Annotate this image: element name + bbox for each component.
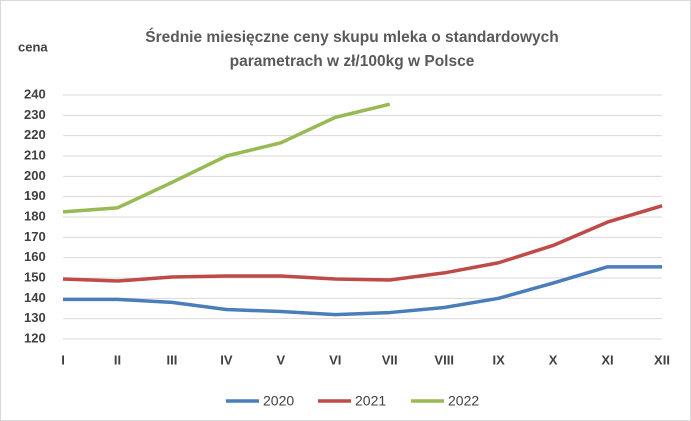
chart-title: parametrach w zł/100kg w Polsce	[230, 53, 475, 70]
series-line	[63, 265, 662, 317]
y-tick-label: 210	[24, 147, 46, 162]
y-tick-label: 220	[24, 127, 46, 142]
series-line	[62, 204, 663, 283]
y-tick-label: 140	[24, 290, 46, 305]
x-tick-label: IX	[492, 352, 505, 367]
y-tick-label: 160	[24, 249, 46, 264]
x-tick-label: VIII	[434, 352, 454, 367]
x-tick-label: VI	[329, 352, 341, 367]
y-tick-label: 190	[24, 188, 46, 203]
x-tick-label: XII	[654, 352, 670, 367]
legend-label: 2022	[448, 393, 479, 409]
y-tick-label: 150	[24, 269, 46, 284]
legend-label: 2020	[263, 393, 294, 409]
y-axis-label: cena	[18, 39, 48, 54]
x-tick-label: I	[61, 352, 65, 367]
y-tick-label: 240	[24, 86, 46, 101]
y-tick-label: 130	[24, 310, 46, 325]
x-tick-label: III	[166, 352, 177, 367]
chart-title: Średnie miesięczne ceny skupu mleka o st…	[145, 28, 559, 46]
series-line	[62, 102, 391, 214]
x-tick-label: IV	[220, 352, 233, 367]
y-tick-label: 120	[24, 330, 46, 345]
x-tick-label: X	[549, 352, 558, 367]
y-tick-label: 180	[24, 208, 46, 223]
x-tick-label: XI	[601, 352, 613, 367]
y-tick-label: 200	[24, 168, 46, 183]
x-tick-label: V	[276, 352, 285, 367]
y-tick-label: 230	[24, 107, 46, 122]
y-tick-label: 170	[24, 229, 46, 244]
x-tick-label: VII	[382, 352, 398, 367]
x-tick-label: II	[114, 352, 121, 367]
legend-label: 2021	[355, 393, 386, 409]
